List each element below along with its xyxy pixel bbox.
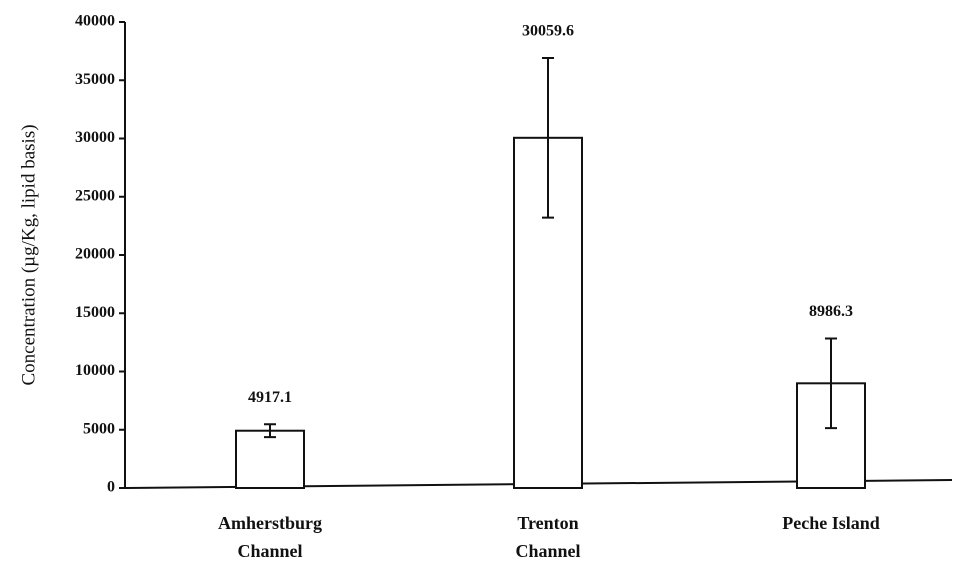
x-tick-label: Peche Island: [782, 513, 880, 533]
bar: [235, 429, 305, 490]
error-bar: [542, 57, 554, 219]
x-tick-label: Trenton: [517, 513, 578, 533]
error-bar: [825, 337, 837, 430]
y-tick-label: 35000: [75, 71, 115, 88]
y-tick-label: 20000: [75, 246, 115, 263]
data-label: 30059.6: [522, 23, 574, 40]
y-tick-label: 15000: [75, 304, 115, 321]
y-tick-label: 25000: [75, 187, 115, 204]
error-bar: [264, 423, 276, 439]
x-tick-label: Channel: [237, 541, 302, 561]
y-tick-label: 40000: [75, 13, 115, 30]
x-tick-label: Channel: [515, 541, 580, 561]
bar: [796, 382, 866, 489]
y-tick-label: 0: [107, 479, 115, 496]
data-label: 4917.1: [248, 389, 292, 406]
data-label: 8986.3: [809, 303, 853, 320]
y-tick-label: 5000: [83, 420, 115, 437]
x-tick-label: Amherstburg: [218, 513, 322, 533]
y-axis-label: Concentration (µg/Kg, lipid basis): [18, 124, 39, 385]
y-tick-label: 30000: [75, 129, 115, 146]
y-tick-label: 10000: [75, 362, 115, 379]
